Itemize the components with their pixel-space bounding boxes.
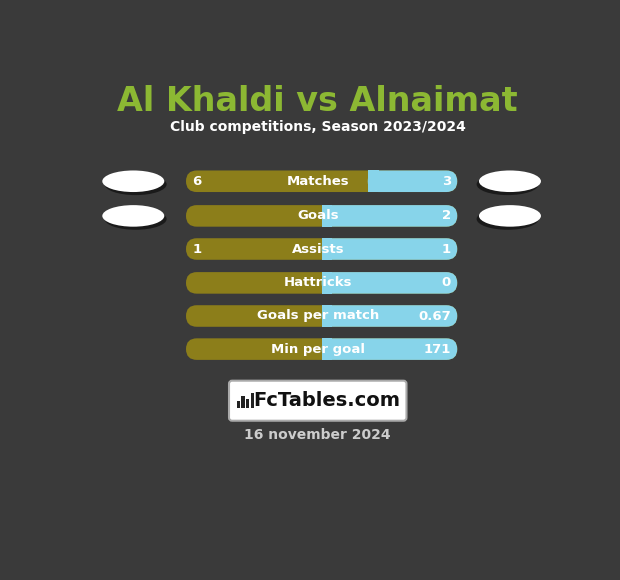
- FancyBboxPatch shape: [322, 338, 458, 360]
- FancyBboxPatch shape: [186, 338, 458, 360]
- Bar: [237, 401, 240, 408]
- Text: 0: 0: [442, 277, 451, 289]
- Text: Matches: Matches: [286, 175, 349, 188]
- FancyBboxPatch shape: [368, 171, 458, 192]
- Bar: [322, 238, 332, 260]
- Ellipse shape: [102, 171, 164, 192]
- FancyBboxPatch shape: [322, 272, 458, 293]
- Ellipse shape: [105, 173, 167, 195]
- Text: 16 november 2024: 16 november 2024: [244, 429, 391, 443]
- Bar: [368, 171, 379, 192]
- FancyBboxPatch shape: [186, 205, 458, 227]
- FancyBboxPatch shape: [186, 171, 458, 192]
- FancyBboxPatch shape: [322, 238, 458, 260]
- FancyBboxPatch shape: [322, 305, 458, 327]
- Bar: [241, 396, 244, 408]
- Ellipse shape: [479, 171, 541, 192]
- Bar: [322, 205, 332, 227]
- FancyBboxPatch shape: [186, 272, 458, 293]
- Text: Min per goal: Min per goal: [271, 343, 365, 356]
- Ellipse shape: [102, 205, 164, 227]
- Ellipse shape: [477, 173, 539, 195]
- FancyBboxPatch shape: [186, 305, 458, 327]
- Bar: [322, 338, 332, 360]
- Ellipse shape: [105, 208, 167, 230]
- Text: Goals per match: Goals per match: [257, 310, 379, 322]
- Ellipse shape: [479, 205, 541, 227]
- Text: Al Khaldi vs Alnaimat: Al Khaldi vs Alnaimat: [117, 85, 518, 118]
- FancyBboxPatch shape: [186, 238, 458, 260]
- FancyBboxPatch shape: [229, 380, 407, 420]
- Text: 3: 3: [442, 175, 451, 188]
- Text: 0.67: 0.67: [418, 310, 451, 322]
- Ellipse shape: [477, 208, 539, 230]
- Text: 1: 1: [442, 242, 451, 256]
- Bar: [322, 272, 332, 293]
- FancyBboxPatch shape: [322, 205, 458, 227]
- Text: 171: 171: [423, 343, 451, 356]
- Text: Hattricks: Hattricks: [283, 277, 352, 289]
- Text: 6: 6: [192, 175, 202, 188]
- Bar: [250, 393, 254, 408]
- Text: FcTables.com: FcTables.com: [253, 391, 400, 410]
- Bar: [322, 305, 332, 327]
- Text: 2: 2: [442, 209, 451, 222]
- Text: 1: 1: [192, 242, 202, 256]
- Text: Assists: Assists: [291, 242, 344, 256]
- Text: Goals: Goals: [297, 209, 339, 222]
- Bar: [246, 399, 249, 408]
- Text: Club competitions, Season 2023/2024: Club competitions, Season 2023/2024: [170, 121, 466, 135]
